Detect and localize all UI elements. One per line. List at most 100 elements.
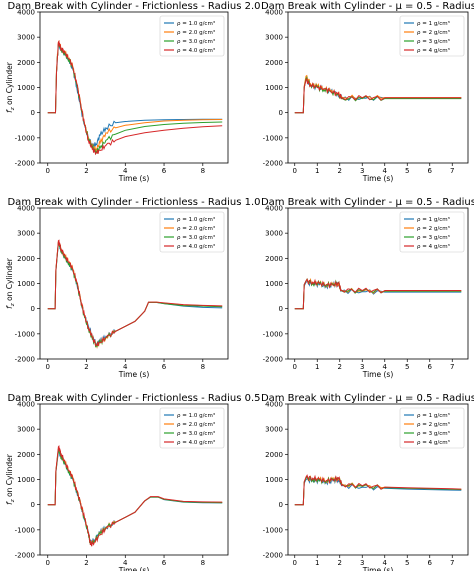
y-tick-label: 4000 <box>17 205 35 213</box>
legend-label: ρ = 4.0 g/cm³ <box>177 439 215 446</box>
y-axis-label: fz on Cylinder <box>5 453 16 505</box>
y-tick-label: 2000 <box>17 451 35 459</box>
series-line-4 <box>294 474 462 506</box>
x-tick-label: 0 <box>46 167 50 175</box>
y-tick-label: -2000 <box>263 552 283 560</box>
series-line-4 <box>47 444 223 547</box>
y-tick-label: -2000 <box>263 160 283 168</box>
legend-label: ρ = 2 g/cm³ <box>417 29 450 36</box>
y-tick-label: 0 <box>31 305 35 313</box>
y-tick-label: -2000 <box>15 160 35 168</box>
y-tick-label: -1000 <box>15 330 35 338</box>
y-axis-label-f: f <box>5 305 14 309</box>
legend-label: ρ = 3 g/cm³ <box>417 38 450 45</box>
y-tick-label: 2000 <box>17 255 35 263</box>
x-tick-label: 8 <box>201 559 205 567</box>
x-tick-label: 0 <box>293 167 297 175</box>
x-tick-label: 4 <box>383 559 388 567</box>
x-tick-label: 7 <box>450 167 454 175</box>
legend-label: ρ = 2 g/cm³ <box>417 225 450 232</box>
y-tick-label: 2000 <box>265 255 283 263</box>
series-line-3 <box>294 277 462 310</box>
legend-label: ρ = 4 g/cm³ <box>417 243 450 250</box>
legend-label: ρ = 3 g/cm³ <box>417 234 450 241</box>
legend-box <box>399 407 465 449</box>
series-line-3 <box>47 446 223 546</box>
legend-label: ρ = 3.0 g/cm³ <box>177 430 215 437</box>
legend-label: ρ = 1.0 g/cm³ <box>177 412 215 419</box>
y-tick-label: 0 <box>279 109 283 117</box>
x-tick-label: 0 <box>46 559 50 567</box>
x-tick-label: 4 <box>383 363 388 371</box>
chart-title: Dam Break with Cylinder - μ = 0.5 - Radi… <box>261 1 474 12</box>
chart-panel-1: Dam Break with Cylinder - Frictionless -… <box>5 1 261 183</box>
x-tick-label: 8 <box>201 363 205 371</box>
legend-box <box>399 15 465 57</box>
y-tick-label: 2000 <box>265 59 283 67</box>
x-tick-label: 5 <box>405 363 409 371</box>
chart-title: Dam Break with Cylinder - Frictionless -… <box>7 393 260 404</box>
y-tick-label: 1000 <box>265 476 283 484</box>
legend-label: ρ = 3 g/cm³ <box>417 430 450 437</box>
legend-label: ρ = 3.0 g/cm³ <box>177 38 215 45</box>
x-tick-label: 8 <box>201 167 205 175</box>
y-axis-label-rest: on Cylinder <box>5 453 14 499</box>
legend-label: ρ = 2.0 g/cm³ <box>177 29 215 36</box>
chart-title: Dam Break with Cylinder - Frictionless -… <box>7 1 260 12</box>
x-tick-label: 1 <box>315 363 319 371</box>
y-tick-label: 3000 <box>265 230 283 238</box>
legend-label: ρ = 4.0 g/cm³ <box>177 47 215 54</box>
x-axis-label: Time (s) <box>362 566 394 571</box>
x-tick-label: 5 <box>405 559 409 567</box>
x-tick-label: 4 <box>123 559 128 567</box>
y-tick-label: 1000 <box>17 84 35 92</box>
legend-label: ρ = 1 g/cm³ <box>417 216 450 223</box>
y-tick-label: -1000 <box>15 134 35 142</box>
x-axis-label: Time (s) <box>362 174 394 183</box>
y-axis-label-rest: on Cylinder <box>5 257 14 303</box>
y-tick-label: 0 <box>279 305 283 313</box>
x-tick-label: 1 <box>315 167 319 175</box>
chart-panel-3: Dam Break with Cylinder - Frictionless -… <box>5 197 261 379</box>
y-tick-label: 2000 <box>17 59 35 67</box>
y-tick-label: 3000 <box>17 426 35 434</box>
y-axis-label: fz on Cylinder <box>5 257 16 309</box>
y-tick-label: -1000 <box>263 330 283 338</box>
x-tick-label: 0 <box>293 363 297 371</box>
x-axis-label: Time (s) <box>118 174 150 183</box>
chart-panel-5: Dam Break with Cylinder - Frictionless -… <box>5 393 261 571</box>
legend-label: ρ = 4.0 g/cm³ <box>177 243 215 250</box>
x-tick-label: 3 <box>360 167 364 175</box>
y-tick-label: -1000 <box>15 526 35 534</box>
y-tick-label: 4000 <box>265 205 283 213</box>
y-axis-label-f: f <box>5 501 14 505</box>
series-line-4 <box>47 39 223 156</box>
y-axis-label: fz on Cylinder <box>5 61 16 113</box>
legend-label: ρ = 4 g/cm³ <box>417 439 450 446</box>
y-axis-label-sub: z <box>10 499 16 503</box>
y-tick-label: 4000 <box>265 9 283 17</box>
y-tick-label: -1000 <box>263 134 283 142</box>
x-tick-label: 2 <box>338 363 342 371</box>
legend-label: ρ = 2 g/cm³ <box>417 421 450 428</box>
chart-panel-4: Dam Break with Cylinder - μ = 0.5 - Radi… <box>261 197 474 379</box>
x-tick-label: 7 <box>450 559 454 567</box>
y-tick-label: 3000 <box>17 230 35 238</box>
x-tick-label: 2 <box>338 167 342 175</box>
chart-title: Dam Break with Cylinder - μ = 0.5 - Radi… <box>261 393 474 404</box>
y-axis-label-sub: z <box>10 303 16 307</box>
x-tick-label: 1 <box>315 559 319 567</box>
x-tick-label: 2 <box>338 559 342 567</box>
y-tick-label: 1000 <box>17 280 35 288</box>
x-tick-label: 2 <box>84 559 88 567</box>
x-axis-label: Time (s) <box>118 566 150 571</box>
x-tick-label: 6 <box>162 559 167 567</box>
x-tick-label: 2 <box>84 363 88 371</box>
y-tick-label: -2000 <box>263 356 283 364</box>
y-tick-label: 1000 <box>265 84 283 92</box>
legend-box <box>159 211 225 253</box>
x-tick-label: 5 <box>405 167 409 175</box>
y-tick-label: 4000 <box>17 9 35 17</box>
y-axis-label-sub: z <box>10 107 16 111</box>
